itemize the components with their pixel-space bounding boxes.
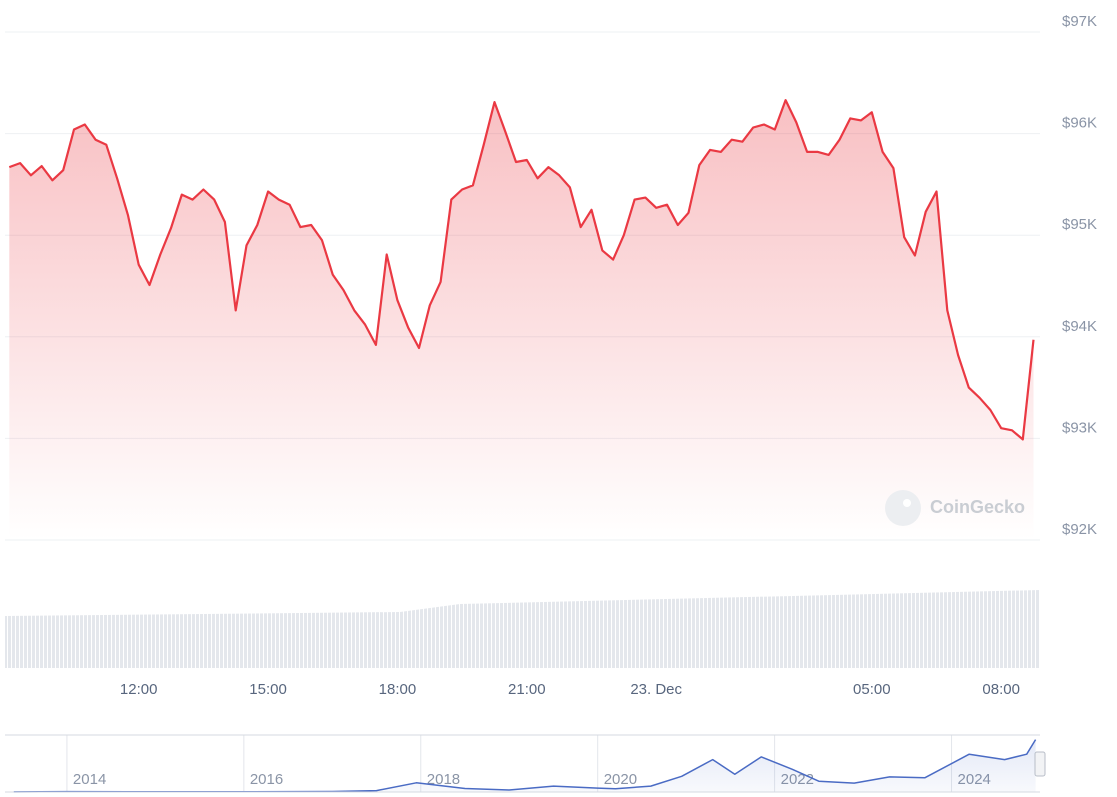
volume-bars xyxy=(5,590,1040,668)
x-tick-label: 2014 xyxy=(73,771,106,788)
y-tick-label: $95K xyxy=(1062,216,1097,233)
price-line xyxy=(8,99,1035,441)
y-tick-label: $96K xyxy=(1062,115,1097,132)
area xyxy=(13,739,1036,792)
x-tick-label: 23. Dec xyxy=(630,681,682,698)
y-tick-label: $92K xyxy=(1062,521,1097,538)
y-tick-label: $97K xyxy=(1062,13,1097,30)
price-line xyxy=(13,739,1037,793)
area xyxy=(9,100,1034,540)
x-tick-label: 2018 xyxy=(427,771,460,788)
y-tick-label: $94K xyxy=(1062,318,1097,335)
x-tick-label: 21:00 xyxy=(508,681,546,698)
x-tick-label: 18:00 xyxy=(379,681,417,698)
x-tick-label: 12:00 xyxy=(120,681,158,698)
x-tick-label: 2020 xyxy=(604,771,637,788)
x-tick-label: 15:00 xyxy=(249,681,287,698)
x-tick-label: 2016 xyxy=(250,771,283,788)
watermark: CoinGecko xyxy=(885,490,1025,526)
x-tick-label: 05:00 xyxy=(853,681,891,698)
y-tick-label: $93K xyxy=(1062,419,1097,436)
navigator-handle[interactable] xyxy=(1034,751,1046,777)
x-tick-label: 08:00 xyxy=(982,681,1020,698)
watermark-text: CoinGecko xyxy=(930,497,1025,517)
